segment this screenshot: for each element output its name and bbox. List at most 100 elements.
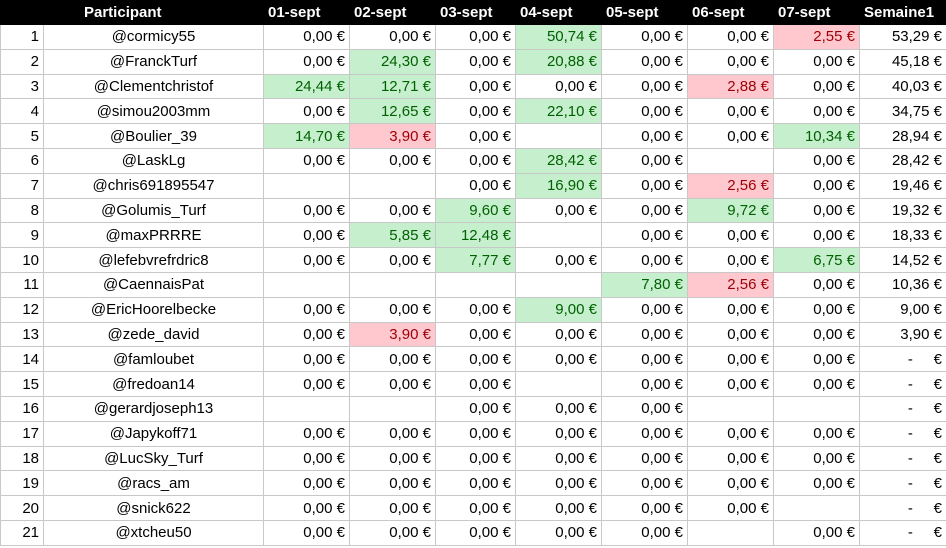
day-6-cell [687, 147, 774, 174]
table-row: 15 @fredoan14 0,00 €0,00 €0,00 €0,00 €0,00… [0, 371, 946, 397]
day-7-cell: 0,00 € [773, 48, 860, 75]
day-5-cell: 0,00 € [601, 371, 688, 397]
day-5-cell: 0,00 € [601, 48, 688, 75]
participant-cell: @zede_david [43, 321, 264, 348]
day-5-cell: 0,00 € [601, 147, 688, 174]
day-2-cell: 3,90 € [349, 123, 436, 149]
week-total-cell: - € [859, 346, 946, 373]
participant-cell: @snick622 [43, 495, 264, 521]
day-1-cell [263, 172, 350, 199]
table-row: 8 @Golumis_Turf 0,00 €0,00 €9,60 €0,00 €0,… [0, 197, 946, 224]
participant-cell: @cormicy55 [43, 24, 264, 50]
day-2-cell: 0,00 € [349, 445, 436, 472]
day-6-cell: 2,56 € [687, 172, 774, 199]
day-5-cell: 0,00 € [601, 395, 688, 422]
day-6-cell: 0,00 € [687, 495, 774, 521]
day-4-cell: 0,00 € [515, 470, 602, 497]
day-3-cell: 0,00 € [435, 48, 516, 75]
rank-cell: 16 [0, 395, 44, 422]
week-total-cell: 19,32 € [859, 197, 946, 224]
day-5-cell: 0,00 € [601, 519, 688, 546]
day-6-cell [687, 519, 774, 546]
header-week-total: Semaine1 [859, 0, 946, 25]
day-1-cell: 0,00 € [263, 371, 350, 397]
day-2-cell: 5,85 € [349, 222, 436, 249]
day-6-cell: 2,88 € [687, 73, 774, 100]
day-5-cell: 0,00 € [601, 470, 688, 497]
table-row: 21 @xtcheu50 0,00 €0,00 €0,00 €0,00 €0,00 … [0, 519, 946, 546]
day-4-cell: 9,00 € [515, 296, 602, 323]
day-7-cell [773, 395, 860, 422]
day-2-cell: 0,00 € [349, 147, 436, 174]
participant-cell: @LucSky_Turf [43, 445, 264, 472]
day-1-cell: 14,70 € [263, 123, 350, 149]
day-6-cell: 0,00 € [687, 247, 774, 273]
day-6-cell: 0,00 € [687, 98, 774, 125]
rank-cell: 10 [0, 247, 44, 273]
header-day-3: 03-sept [435, 0, 516, 25]
day-5-cell: 0,00 € [601, 495, 688, 521]
participant-cell: @EricHoorelbecke [43, 296, 264, 323]
day-3-cell: 9,60 € [435, 197, 516, 224]
day-7-cell: 6,75 € [773, 247, 860, 273]
week-total-cell: 34,75 € [859, 98, 946, 125]
day-5-cell: 0,00 € [601, 296, 688, 323]
day-7-cell: 0,00 € [773, 271, 860, 298]
table-row: 9 @maxPRRRE 0,00 €5,85 €12,48 €0,00 €0,00 … [0, 222, 946, 249]
day-1-cell: 0,00 € [263, 197, 350, 224]
day-7-cell: 0,00 € [773, 519, 860, 546]
header-participant: Participant [43, 0, 264, 25]
day-7-cell: 0,00 € [773, 346, 860, 373]
day-2-cell: 0,00 € [349, 24, 436, 50]
day-2-cell: 0,00 € [349, 420, 436, 447]
day-6-cell: 0,00 € [687, 371, 774, 397]
rank-cell: 12 [0, 296, 44, 323]
header-day-7: 07-sept [773, 0, 860, 25]
day-6-cell: 0,00 € [687, 296, 774, 323]
rank-cell: 4 [0, 98, 44, 125]
day-1-cell [263, 395, 350, 422]
header-row: Participant 01-sept 02-sept 03-sept 04-s… [0, 0, 946, 25]
participant-cell: @chris691895547 [43, 172, 264, 199]
rank-cell: 7 [0, 172, 44, 199]
day-4-cell: 16,90 € [515, 172, 602, 199]
day-1-cell: 0,00 € [263, 346, 350, 373]
day-2-cell: 0,00 € [349, 247, 436, 273]
day-6-cell: 0,00 € [687, 24, 774, 50]
participant-cell: @Golumis_Turf [43, 197, 264, 224]
table-row: 17 @Japykoff71 0,00 €0,00 €0,00 €0,00 €0,0… [0, 420, 946, 447]
day-3-cell: 0,00 € [435, 321, 516, 348]
week-total-cell: 10,36 € [859, 271, 946, 298]
day-5-cell: 0,00 € [601, 172, 688, 199]
week-total-cell: 53,29 € [859, 24, 946, 50]
table-row: 2 @FranckTurf 0,00 €24,30 €0,00 €20,88 €0,… [0, 48, 946, 75]
day-1-cell: 0,00 € [263, 470, 350, 497]
rank-cell: 19 [0, 470, 44, 497]
participant-cell: @simou2003mm [43, 98, 264, 125]
week-total-cell: 28,94 € [859, 123, 946, 149]
day-4-cell: 50,74 € [515, 24, 602, 50]
rank-cell: 11 [0, 271, 44, 298]
day-3-cell: 0,00 € [435, 519, 516, 546]
table-row: 18 @LucSky_Turf 0,00 €0,00 €0,00 €0,00 €0,… [0, 445, 946, 472]
day-1-cell: 0,00 € [263, 321, 350, 348]
day-6-cell: 0,00 € [687, 48, 774, 75]
rank-cell: 15 [0, 371, 44, 397]
week-total-cell: - € [859, 445, 946, 472]
day-6-cell: 0,00 € [687, 123, 774, 149]
week-total-cell: - € [859, 519, 946, 546]
participant-cell: @Clementchristof [43, 73, 264, 100]
day-4-cell: 28,42 € [515, 147, 602, 174]
day-4-cell: 0,00 € [515, 197, 602, 224]
day-5-cell: 7,80 € [601, 271, 688, 298]
header-day-4: 04-sept [515, 0, 602, 25]
day-2-cell: 0,00 € [349, 371, 436, 397]
day-1-cell [263, 271, 350, 298]
week-total-cell: 19,46 € [859, 172, 946, 199]
day-3-cell: 0,00 € [435, 98, 516, 125]
day-2-cell [349, 271, 436, 298]
table-row: 11 @CaennaisPat 7,80 €2,56 €0,00 €10,36 € [0, 271, 946, 298]
day-3-cell: 0,00 € [435, 470, 516, 497]
participant-cell: @CaennaisPat [43, 271, 264, 298]
table-row: 10 @lefebvrefrdric8 0,00 €0,00 €7,77 €0,00… [0, 247, 946, 273]
